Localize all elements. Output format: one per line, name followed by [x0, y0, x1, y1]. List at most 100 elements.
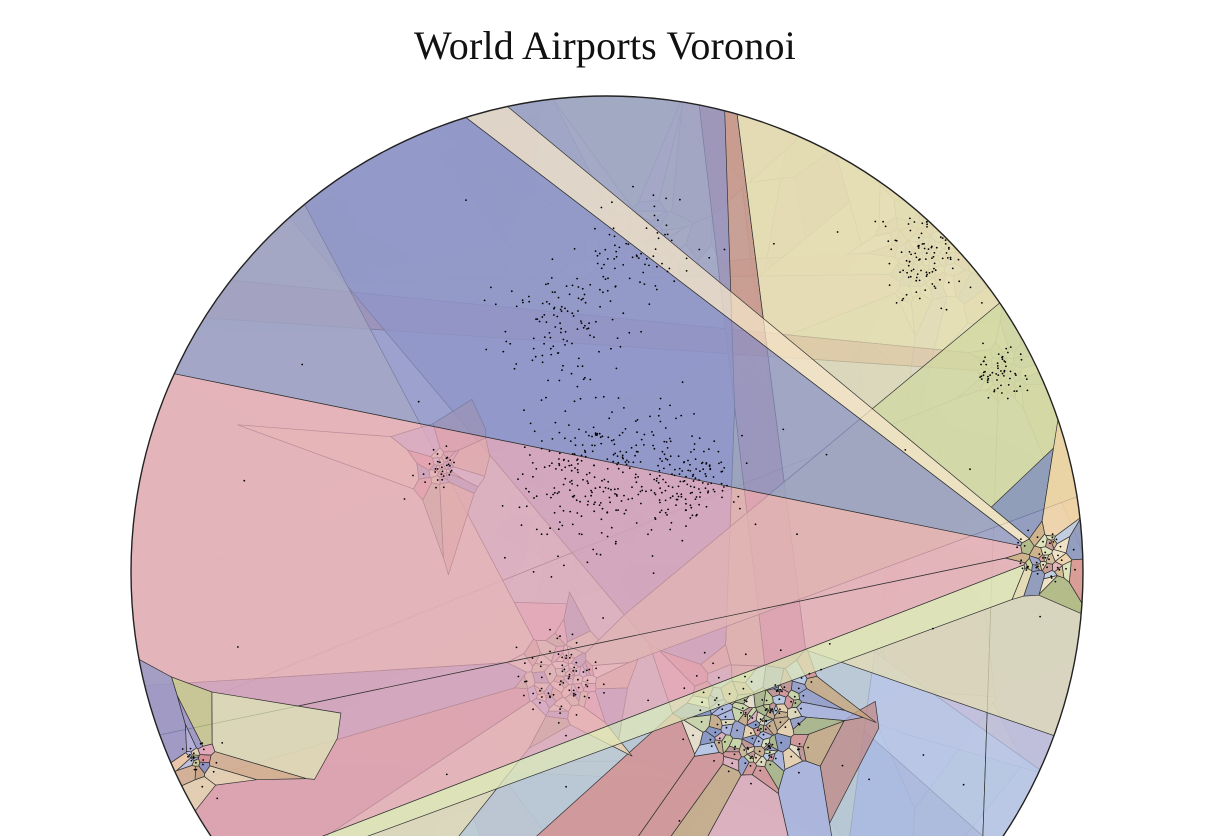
airport-point	[523, 694, 525, 697]
voronoi-cell[interactable]	[961, 166, 1088, 246]
voronoi-cell[interactable]	[198, 761, 211, 775]
airport-point	[561, 664, 564, 667]
airport-point	[922, 754, 925, 756]
airport-point	[773, 242, 775, 245]
airport-point	[698, 503, 700, 506]
airport-point	[959, 241, 961, 244]
airport-point	[724, 721, 727, 724]
voronoi-cell[interactable]	[751, 765, 779, 795]
voronoi-cell[interactable]	[722, 751, 742, 761]
voronoi-cell[interactable]	[167, 564, 1026, 836]
voronoi-cell[interactable]	[934, 218, 946, 226]
voronoi-cell[interactable]	[627, 763, 742, 836]
airport-point	[572, 670, 575, 672]
airport-point	[692, 473, 695, 476]
voronoi-cell[interactable]	[1053, 535, 1071, 554]
airport-point	[541, 696, 543, 698]
voronoi-cell[interactable]	[782, 747, 804, 770]
airport-point	[648, 303, 651, 305]
voronoi-cell[interactable]	[763, 742, 770, 751]
airport-point	[707, 491, 709, 494]
voronoi-cell[interactable]	[774, 732, 792, 753]
airport-point	[556, 352, 559, 354]
airport-point	[620, 500, 623, 502]
airport-point	[440, 473, 443, 475]
airport-point	[691, 491, 694, 494]
voronoi-cell[interactable]	[920, 60, 1071, 202]
airport-point	[624, 428, 627, 430]
voronoi-cell[interactable]	[957, 60, 1088, 230]
voronoi-cell[interactable]	[714, 731, 727, 742]
voronoi-cell[interactable]	[959, 237, 978, 251]
airport-point	[774, 684, 777, 686]
voronoi-cell[interactable]	[731, 701, 750, 712]
voronoi-cell[interactable]	[944, 192, 963, 228]
voronoi-cell[interactable]	[1041, 227, 1088, 537]
voronoi-cell[interactable]	[747, 706, 757, 723]
airport-point	[825, 453, 828, 456]
airport-point	[446, 456, 449, 459]
voronoi-cell[interactable]	[956, 233, 968, 246]
airport-point	[657, 464, 659, 467]
voronoi-cell[interactable]	[944, 224, 963, 239]
voronoi-cell[interactable]	[184, 723, 197, 753]
voronoi-cell[interactable]	[1041, 562, 1053, 575]
voronoi-cell[interactable]	[940, 196, 958, 224]
voronoi-cell[interactable]	[1011, 567, 1033, 601]
airport-point	[927, 248, 930, 251]
voronoi-cell[interactable]	[936, 209, 940, 216]
voronoi-cell[interactable]	[936, 212, 942, 218]
voronoi-cell[interactable]	[1038, 575, 1088, 618]
voronoi-cell[interactable]	[753, 752, 762, 764]
voronoi-cell[interactable]	[198, 754, 212, 764]
airport-point	[659, 420, 662, 423]
voronoi-cell[interactable]	[938, 210, 945, 217]
voronoi-cell[interactable]	[1020, 538, 1035, 556]
airport-point	[551, 258, 554, 261]
airport-point	[794, 711, 797, 713]
airport-point	[687, 459, 689, 462]
voronoi-cell[interactable]	[197, 743, 216, 756]
voronoi-cell[interactable]	[1045, 535, 1057, 541]
airport-point	[442, 486, 445, 489]
airport-point	[510, 290, 513, 293]
airport-point	[521, 299, 524, 301]
airport-point	[600, 518, 603, 521]
airport-point	[720, 482, 723, 485]
airport-point	[581, 444, 584, 446]
voronoi-cell[interactable]	[968, 231, 1022, 275]
voronoi-cell[interactable]	[791, 699, 803, 708]
voronoi-cell[interactable]	[937, 199, 954, 215]
voronoi-cell[interactable]	[190, 756, 200, 762]
airport-point	[686, 483, 689, 486]
voronoi-cell[interactable]	[758, 716, 765, 726]
airport-point	[664, 457, 667, 460]
airport-point	[541, 440, 543, 442]
voronoi-cell[interactable]	[917, 185, 968, 210]
airport-point	[906, 271, 908, 274]
airport-point	[744, 712, 747, 714]
airport-point	[601, 435, 604, 438]
airport-point	[918, 236, 920, 239]
voronoi-cell[interactable]	[923, 206, 939, 217]
airport-point	[576, 385, 579, 388]
voronoi-cell[interactable]	[1012, 60, 1088, 371]
airport-point	[560, 705, 563, 708]
airport-point	[424, 481, 426, 483]
voronoi-cell[interactable]	[773, 716, 790, 732]
airport-point	[1006, 397, 1009, 400]
airport-point	[658, 408, 661, 410]
voronoi-cell[interactable]	[1043, 554, 1050, 563]
voronoi-cell[interactable]	[680, 714, 712, 733]
airport-point	[689, 517, 692, 519]
voronoi-cell[interactable]	[775, 703, 789, 713]
airport-point	[540, 676, 543, 679]
voronoi-cell[interactable]	[176, 695, 204, 750]
airport-point	[580, 533, 583, 536]
airport-point	[552, 493, 554, 496]
airport-point	[724, 741, 726, 743]
airport-point	[668, 463, 671, 466]
voronoi-cell[interactable]	[932, 214, 942, 220]
airport-point	[592, 426, 595, 429]
